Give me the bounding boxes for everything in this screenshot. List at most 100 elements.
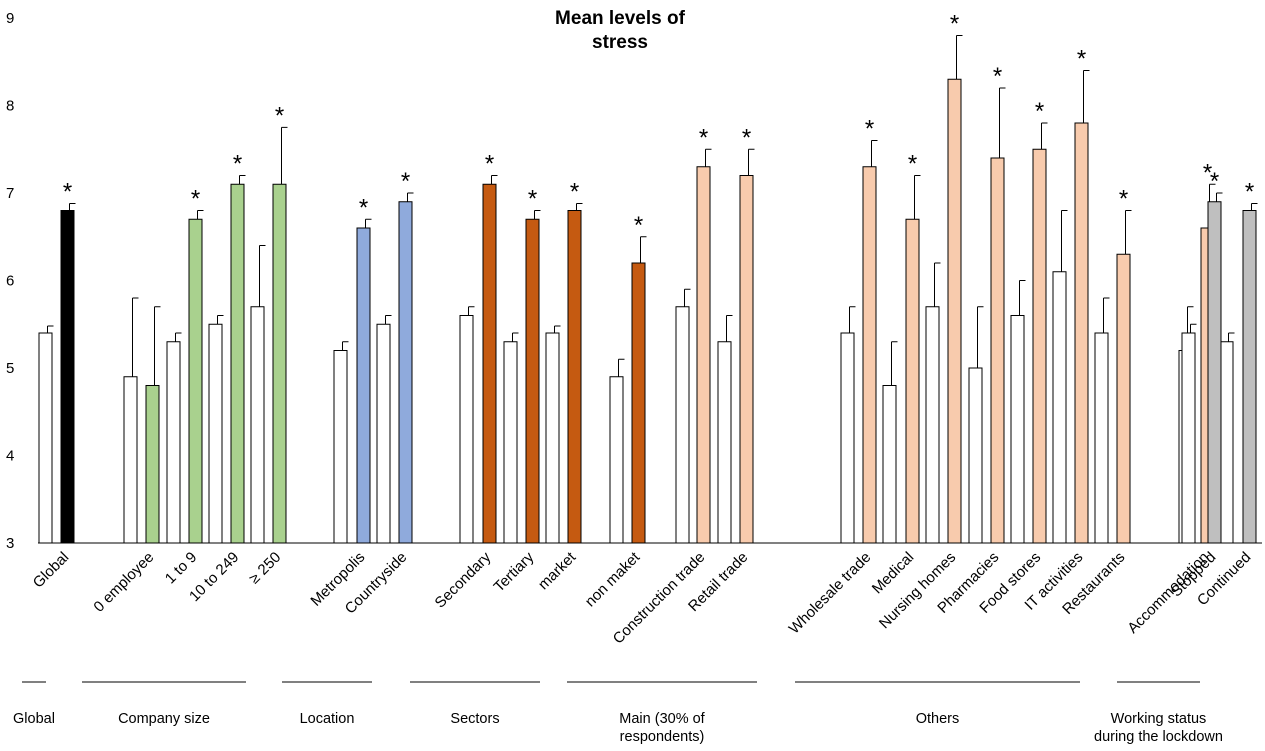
group-label: Working status during the lockdown [1069,710,1249,746]
y-tick-label: 7 [6,185,14,202]
bar [1074,122,1089,544]
y-tick-label: 3 [6,535,14,552]
group-label-line: Others [915,711,960,727]
chart-title-line2: stress [592,32,648,53]
bar [356,227,371,544]
bar [739,175,754,544]
group-label: Sectors [385,710,565,728]
chart-title-line1: Mean levels of [555,8,685,29]
significance-marker: * [950,11,959,38]
bar [333,350,348,544]
bar [145,385,160,544]
group-label: Company size [74,710,254,728]
bar [1032,148,1047,544]
significance-marker: * [993,63,1002,90]
bar [503,341,518,544]
bar [1116,253,1131,544]
significance-marker: * [401,168,410,195]
bar [882,385,897,544]
chart-title: Mean levels of stress [480,7,760,55]
group-label-line: respondents) [619,729,705,745]
group-label: Main (30% of respondents) [572,710,752,746]
significance-marker: * [275,102,284,129]
group-label-line: Working status [1110,711,1207,727]
bar [1207,201,1222,544]
significance-marker: * [63,179,72,206]
bar [968,367,983,544]
bar [567,210,582,544]
significance-marker: * [485,151,494,178]
bar [459,315,474,544]
significance-marker: * [528,186,537,213]
significance-marker: * [742,124,751,151]
y-tick-label: 8 [6,98,14,115]
bar [38,332,53,544]
bar [675,306,690,544]
bar [250,306,265,544]
significance-marker: * [908,151,917,178]
bar [925,306,940,544]
significance-marker: * [1245,179,1254,206]
category-label: Wholesale trade [786,549,875,638]
significance-marker: * [233,151,242,178]
category-label: Nursing homes [876,549,959,632]
category-label: Secondary [432,548,495,611]
bar [376,323,391,544]
bar [60,210,75,544]
bar [525,218,540,544]
bar [862,166,877,544]
y-tick-label: 6 [6,273,14,290]
bar [545,332,560,544]
bar [947,78,962,544]
bar [1010,315,1025,544]
group-label-line: Location [299,711,355,727]
bar [905,218,920,544]
significance-marker: * [1210,168,1219,195]
bar [609,376,624,544]
bar [398,201,413,544]
significance-marker: * [1077,46,1086,73]
group-label: Global [0,710,124,728]
bar [1052,271,1067,544]
group-label-line: Company size [118,711,210,727]
bar [230,183,245,544]
significance-marker: * [865,116,874,143]
bar [631,262,646,544]
bar [696,166,711,544]
category-label: 1 to 9 [162,549,201,588]
bar [1181,332,1196,544]
group-label: Location [237,710,417,728]
bar [1242,210,1257,544]
significance-marker: * [634,212,643,239]
bar [208,323,223,544]
significance-marker: * [1119,186,1128,213]
group-label-line: Sectors [450,711,500,727]
significance-marker: * [359,194,368,221]
significance-marker: * [570,179,579,206]
group-label-line: during the lockdown [1094,729,1223,745]
bar [123,376,138,544]
bar [482,183,497,544]
significance-marker: * [191,186,200,213]
bar [188,218,203,544]
category-label: non maket [582,548,644,610]
bar [840,332,855,544]
bar [1219,341,1234,544]
y-tick-label: 9 [6,10,14,27]
significance-marker: * [699,124,708,151]
significance-marker: * [1203,159,1212,186]
significance-marker: * [1035,98,1044,125]
y-tick-label: 5 [6,360,14,377]
category-label: market [535,548,580,593]
category-label: Tertiary [491,548,538,595]
group-label-line: Main (30% of [619,711,705,727]
bar [272,183,287,544]
group-label: Others [848,710,1028,728]
category-label: Global [30,549,73,592]
bar [1094,332,1109,544]
group-label-line: Global [13,711,55,727]
y-tick-label: 4 [6,448,14,465]
bar [166,341,181,544]
category-label: 0 employee [90,549,157,616]
